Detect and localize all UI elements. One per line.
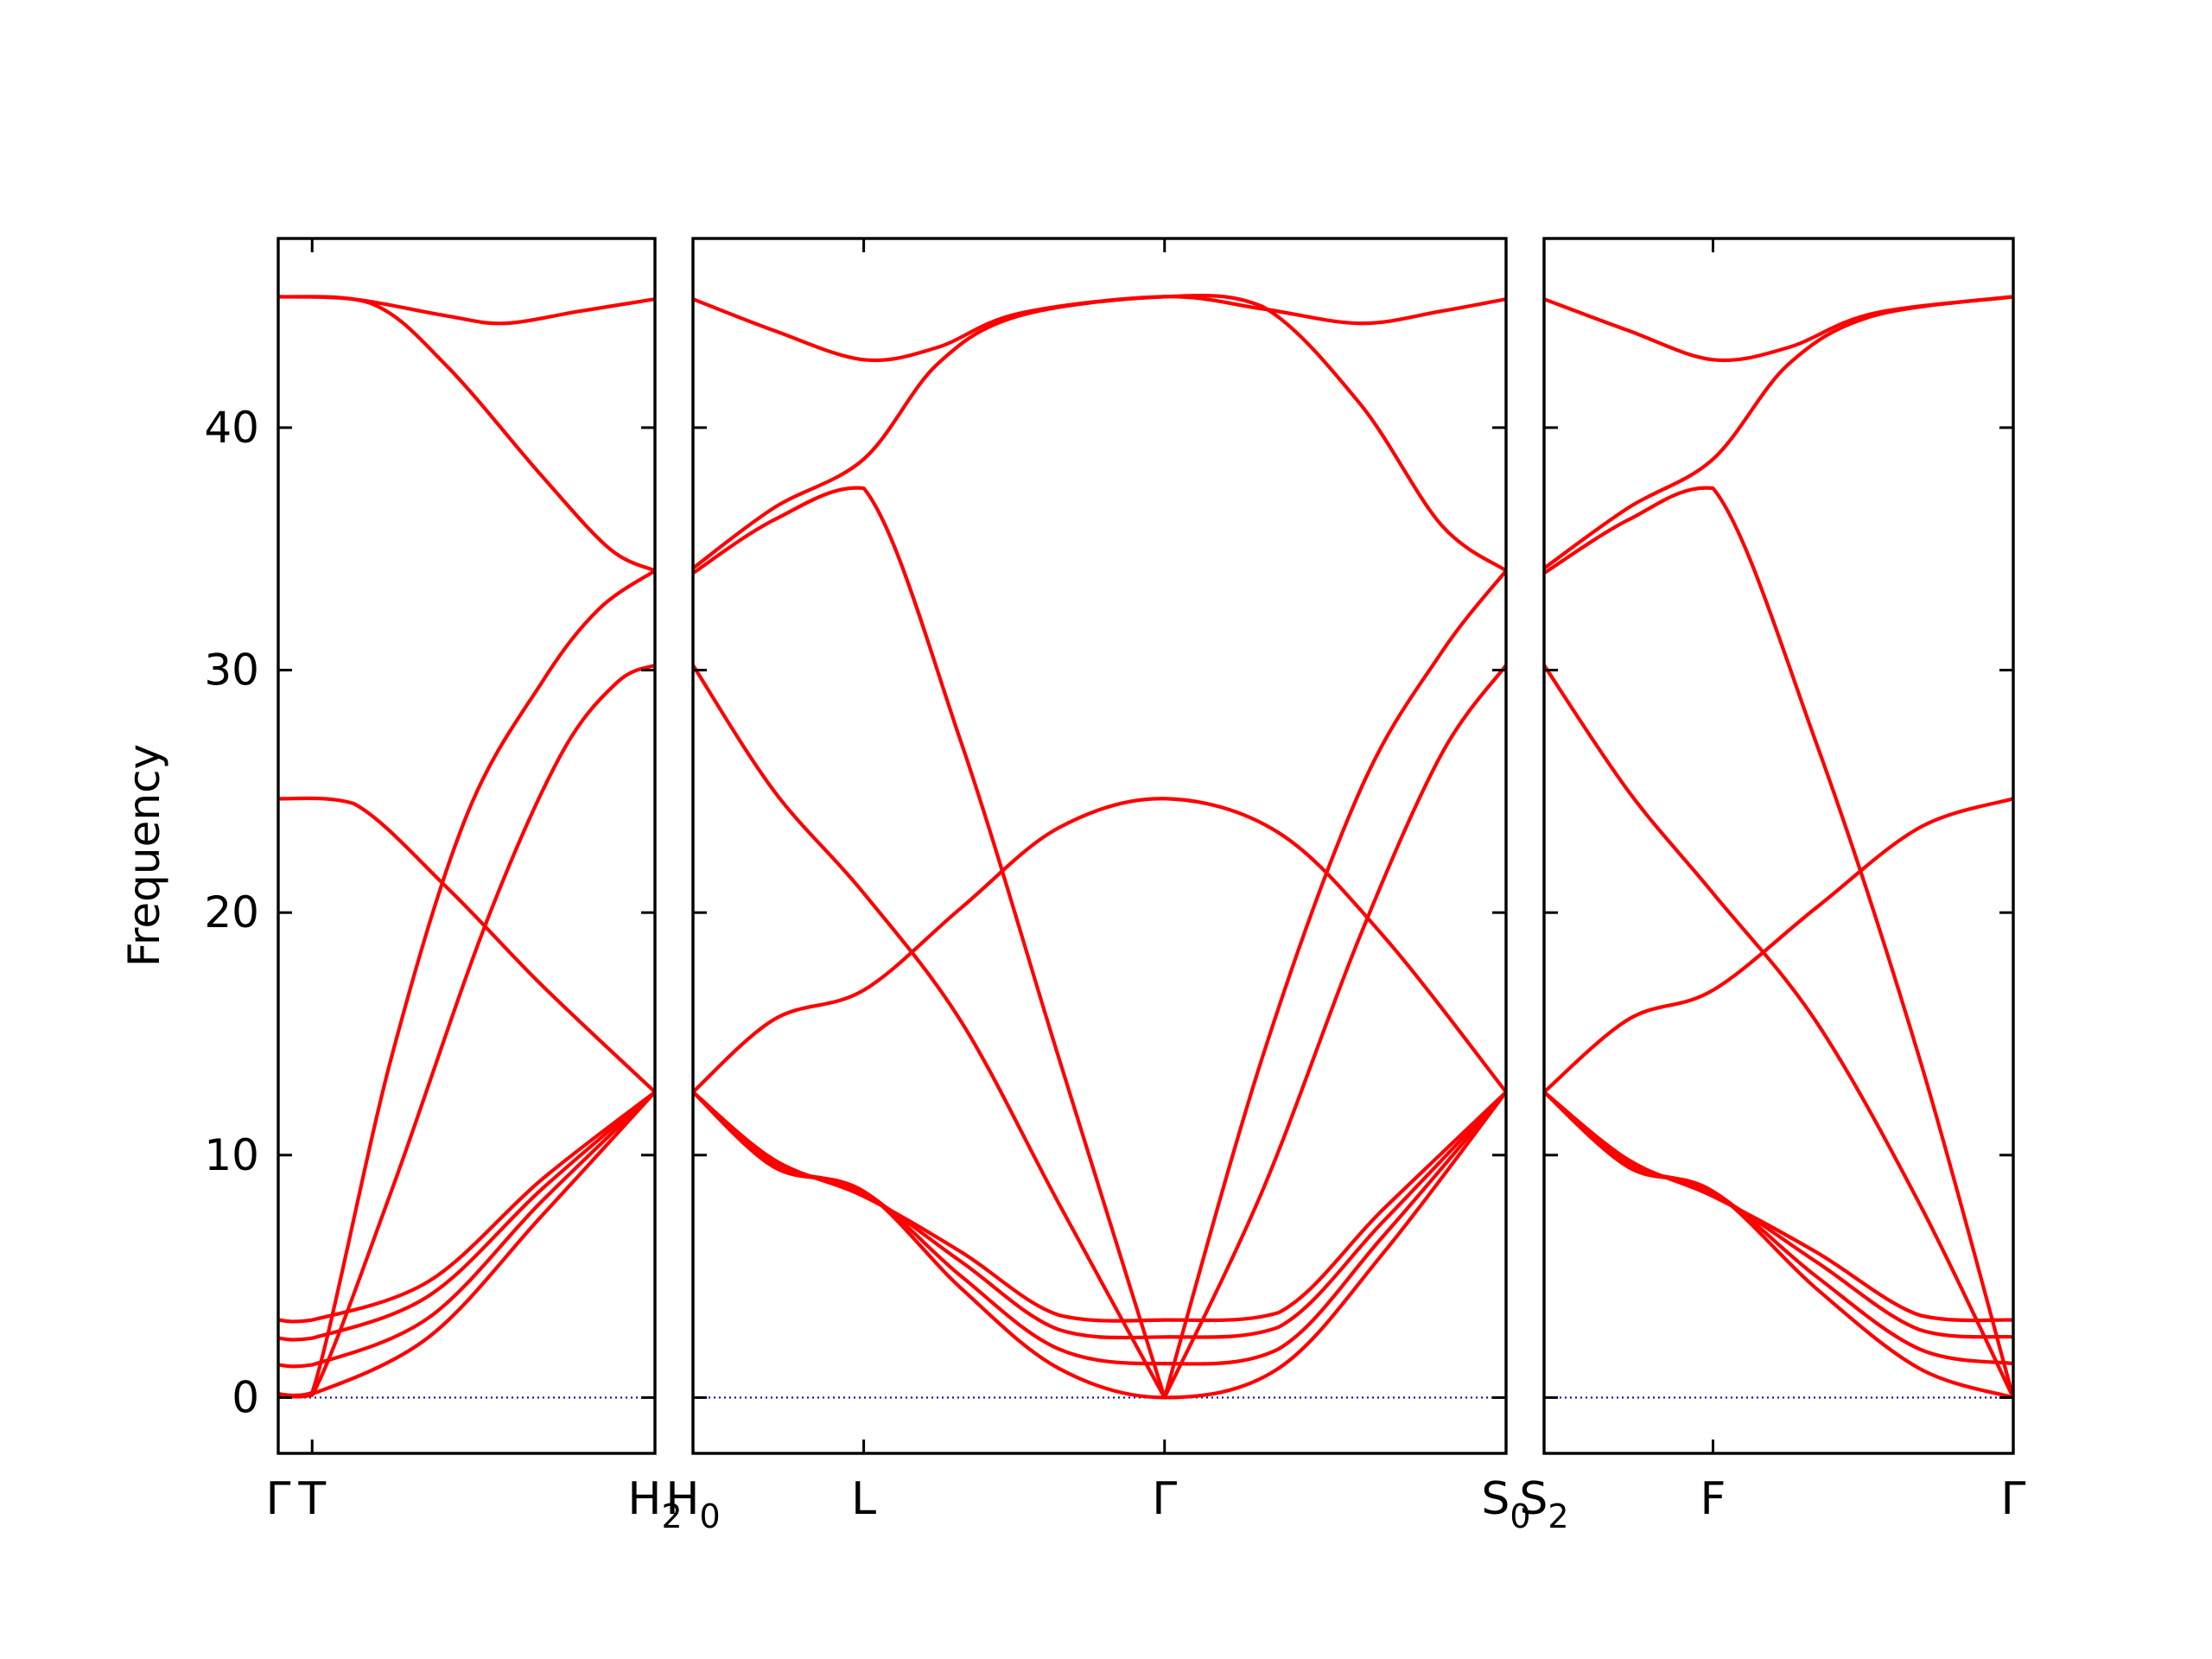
panel-frame: [276, 237, 657, 1455]
band-line: [693, 293, 1506, 573]
x-tick-label: T: [297, 1473, 326, 1525]
panel-frame: [691, 237, 1508, 1455]
band-line: [1162, 663, 1506, 1400]
y-tick-label: 20: [204, 887, 259, 938]
panel-3: S2 F Γ: [1519, 237, 2026, 1535]
x-tick-label: Γ: [1152, 1473, 1177, 1525]
band-line: [1544, 1090, 2013, 1339]
y-axis-label: Frequency: [119, 744, 169, 967]
band-line: [693, 1090, 1506, 1340]
band-line: [278, 295, 655, 326]
band-lines: [1544, 295, 2013, 1400]
x-tick-subscript: 2: [1548, 1497, 1568, 1535]
band-line: [1544, 797, 2013, 1094]
band-lines: [278, 295, 655, 1399]
band-line: [1544, 1090, 2013, 1400]
band-line: [693, 295, 1506, 363]
band-line: [693, 1090, 1506, 1400]
band-line: [1544, 1090, 2013, 1366]
band-line: [693, 1090, 1506, 1366]
x-tick-subscript: 2: [661, 1497, 682, 1535]
band-line: [693, 797, 1506, 1094]
y-tick-label: 10: [204, 1130, 259, 1180]
band-line: [693, 663, 1166, 1400]
band-line: [1544, 1090, 2013, 1323]
x-tick-subscript: 0: [699, 1497, 720, 1535]
x-tick-label: F: [1700, 1473, 1726, 1525]
band-line: [278, 1090, 655, 1369]
y-tick-label: 40: [204, 403, 259, 453]
x-tick-label: Γ: [2001, 1473, 2026, 1525]
panel-2: H0 L Γ S0: [665, 237, 1531, 1535]
band-line: [1544, 663, 2013, 1400]
panel-frame: [1542, 237, 2015, 1455]
y-tick-label: 0: [232, 1372, 259, 1422]
band-line: [278, 295, 655, 573]
band-lines: [693, 293, 1506, 1400]
x-tick-label: L: [851, 1473, 876, 1525]
x-tick-subscript: 0: [1510, 1497, 1530, 1535]
band-line: [278, 1090, 655, 1342]
band-line: [693, 486, 1166, 1400]
band-line: [278, 569, 655, 1398]
band-line: [1544, 295, 2013, 363]
band-line: [1544, 486, 2013, 1400]
panel-1: Γ T H2: [266, 237, 683, 1535]
band-line: [278, 1090, 655, 1324]
band-line: [278, 796, 655, 1094]
x-tick-label: Γ: [266, 1473, 291, 1525]
y-tick-label: 30: [204, 645, 259, 696]
band-line: [693, 1090, 1506, 1323]
band-line: [1162, 569, 1506, 1400]
band-line: [278, 663, 655, 1399]
